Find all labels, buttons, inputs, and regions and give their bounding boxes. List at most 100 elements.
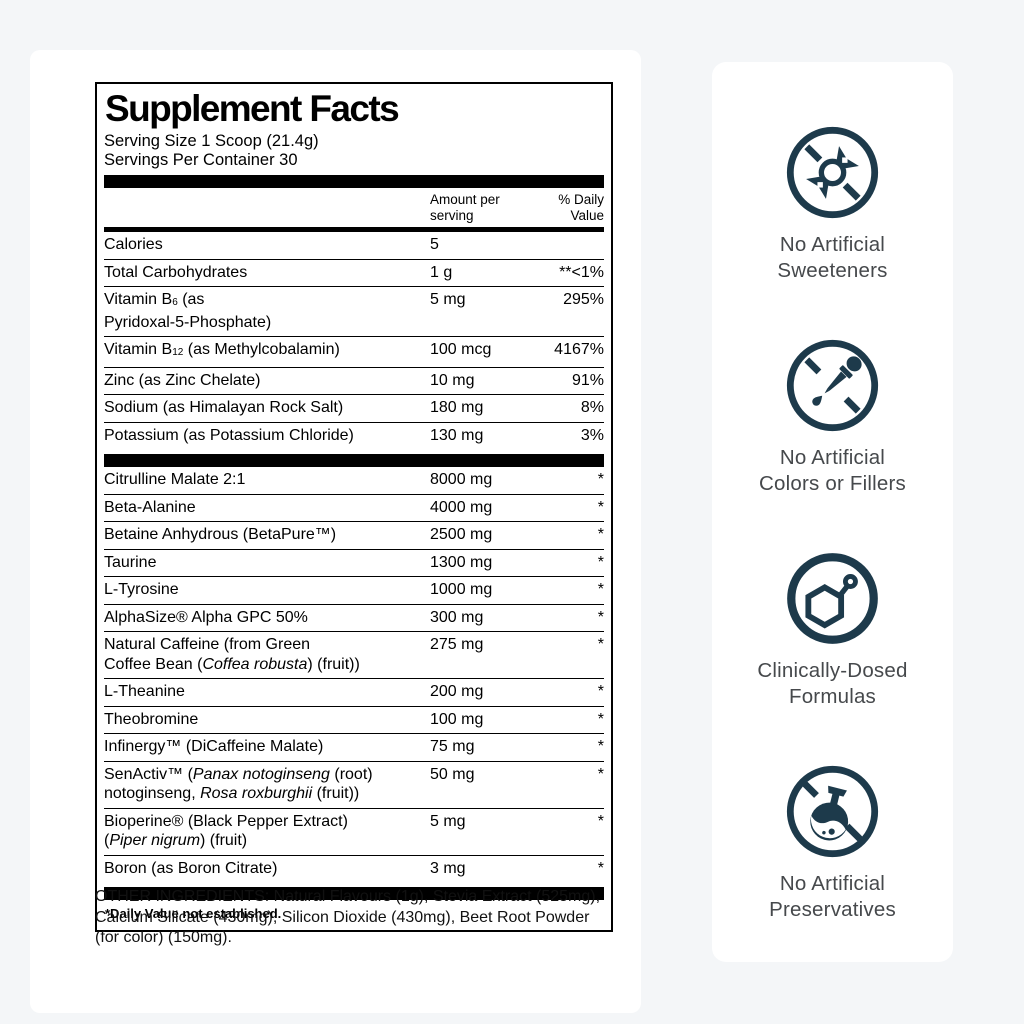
ingredient-name: Vitamin B6 (as Pyridoxal-5-Phosphate) [104,291,272,331]
ingredient-row: SenActiv™ (Panax notoginseng (root) notog… [104,760,604,808]
ingredient-amount: 100 mg [430,710,484,728]
divider-bar-top [104,175,604,189]
ingredient-name: Infinergy™ (DiCaffeine Malate) [104,738,324,756]
no-artificial-preservatives-icon [784,763,881,860]
ingredient-row: Beta-Alanine 4000 mg * [104,493,604,522]
servings-per-container: Servings Per Container 30 [104,151,298,170]
ingredient-amount: 275 mg [430,636,484,654]
ingredient-name: AlphaSize® Alpha GPC 50% [104,608,308,626]
ingredient-daily-value: * [597,738,604,756]
ingredient-row: L-Theanine 200 mg * [104,678,604,706]
ingredient-row: L-Tyrosine 1000 mg * [104,576,604,604]
divider-bar-mid [104,454,604,468]
ingredient-name: Boron (as Boron Citrate) [104,859,278,877]
ingredient-daily-value: * [597,859,604,877]
daily-value-footnote: *Daily Value not established. [105,906,282,922]
ingredient-name: L-Tyrosine [104,581,179,599]
badge-clinically-dosed: Clinically-Dosed Formulas [757,550,907,709]
ingredient-amount: 200 mg [430,683,484,701]
ingredient-amount: 2500 mg [430,526,493,544]
ingredient-amount: 75 mg [430,738,475,756]
ingredient-row: Theobromine 100 mg * [104,705,604,734]
ingredient-amount: 5 [430,236,439,254]
no-artificial-colors-icon [784,337,881,434]
ingredient-name: Beta-Alanine [104,498,196,516]
ingredient-name: Citrulline Malate 2:1 [104,471,246,489]
ingredient-daily-value: 4167% [554,341,604,359]
ingredient-daily-value [540,235,604,255]
ingredient-amount: 130 mg [430,426,484,444]
ingredient-row: Betaine Anhydrous (BetaPure™) 2500 mg * [104,521,604,549]
ingredient-amount: 1300 mg [430,553,493,571]
facts-title: Supplement Facts [105,88,400,129]
badge-no-artificial-sweeteners: No Artificial Sweeteners [777,124,887,283]
ingredient-row: Infinergy™ (DiCaffeine Malate) 75 mg * [104,733,604,761]
ingredient-amount: 1000 mg [430,581,493,599]
ingredient-row: Taurine 1300 mg * [104,548,604,577]
ingredient-name: Taurine [104,553,157,571]
no-artificial-sweeteners-icon [784,124,881,221]
ingredient-daily-value: * [597,765,604,783]
ingredient-daily-value: * [597,608,604,626]
badge-label: No Artificial Preservatives [769,872,896,921]
ingredient-name: L-Theanine [104,683,185,701]
badge-no-artificial-colors: No Artificial Colors or Fillers [759,337,906,496]
ingredient-row: Sodium (as Himalayan Rock Salt) 180 mg 8% [104,394,604,422]
ingredient-row: Calories 5 [104,232,604,259]
daily-value-header: % Daily Value [558,192,604,223]
ingredient-row: Boron (as Boron Citrate) 3 mg * [104,854,604,883]
ingredient-name: SenActiv™ (Panax notoginseng (root) notog… [104,765,373,803]
other-ingredients: OTHER INGREDIENTS: Natural Flavours (1g)… [95,888,601,946]
header-spacer [104,192,430,223]
ingredient-amount: 300 mg [430,608,484,626]
ingredient-amount: 50 mg [430,765,475,783]
active-ingredient-rows: Citrulline Malate 2:1 8000 mg * Beta-Alanin… [104,467,604,882]
label-panel: Supplement Facts Serving Size 1 Scoop (2… [30,50,641,1013]
ingredient-row: Zinc (as Zinc Chelate) 10 mg 91% [104,366,604,395]
ingredient-amount: 1 g [430,263,453,281]
ingredient-row: Natural Caffeine (from Green Coffee Bean … [104,631,604,678]
serving-size: Serving Size 1 Scoop (21.4g) [104,132,319,151]
ingredient-daily-value: 3% [580,426,604,444]
ingredient-amount: 5 mg [430,291,466,309]
ingredient-daily-value: 8% [580,399,604,417]
ingredient-name: Natural Caffeine (from Green Coffee Bean … [104,636,360,673]
badges-panel: No Artificial Sweeteners No Artificial Col… [712,62,953,962]
ingredient-daily-value: * [597,498,604,516]
badge-label: Clinically-Dosed Formulas [757,659,908,708]
ingredient-row: Citrulline Malate 2:1 8000 mg * [104,467,604,494]
ingredient-amount: 100 mcg [430,341,492,359]
divider-bar-bottom [104,887,604,901]
ingredient-name: Zinc (as Zinc Chelate) [104,371,261,389]
ingredient-amount: 8000 mg [430,471,493,489]
badge-label: No Artificial Sweeteners [777,233,888,282]
column-headers: Amount per serving % Daily Value [104,188,604,227]
ingredient-amount: 3 mg [430,859,466,877]
ingredient-row: Total Carbohydrates 1 g **<1% [104,258,604,287]
ingredient-row: Vitamin B12 (as Methylcobalamin) 100 mcg 4… [104,336,604,367]
clinically-dosed-icon [784,550,881,647]
ingredient-amount: 180 mg [430,399,484,417]
badge-label: No Artificial Colors or Fillers [759,446,906,495]
ingredient-row: Bioperine® (Black Pepper Extract) (Piper … [104,807,604,855]
ingredient-name: Bioperine® (Black Pepper Extract) (Piper … [104,812,348,850]
ingredient-daily-value: * [597,812,604,830]
ingredient-amount: 5 mg [430,812,466,830]
divider-bar-header [104,227,604,233]
ingredient-name: Vitamin B12 (as Methylcobalamin) [104,341,340,359]
ingredient-daily-value: * [597,710,604,728]
ingredient-amount: 10 mg [430,371,475,389]
ingredient-row: Potassium (as Potassium Chloride) 130 mg 3… [104,421,604,450]
ingredient-daily-value: * [597,636,604,654]
ingredient-amount: 4000 mg [430,498,493,516]
supplement-facts-panel: Supplement Facts Serving Size 1 Scoop (2… [95,82,613,933]
badge-no-artificial-preservatives: No Artificial Preservatives [769,763,896,922]
amount-per-serving-header: Amount per serving [430,192,500,223]
ingredient-row: Vitamin B6 (as Pyridoxal-5-Phosphate) 5 mg… [104,286,604,336]
ingredient-daily-value: * [597,581,604,599]
ingredient-daily-value: * [597,683,604,701]
ingredient-name: Calories [104,236,163,254]
nutrient-rows: Calories 5 Total Carbohydrates 1 g **<1% Vita… [104,232,604,449]
ingredient-name: Sodium (as Himalayan Rock Salt) [104,399,344,417]
ingredient-daily-value: * [597,553,604,571]
